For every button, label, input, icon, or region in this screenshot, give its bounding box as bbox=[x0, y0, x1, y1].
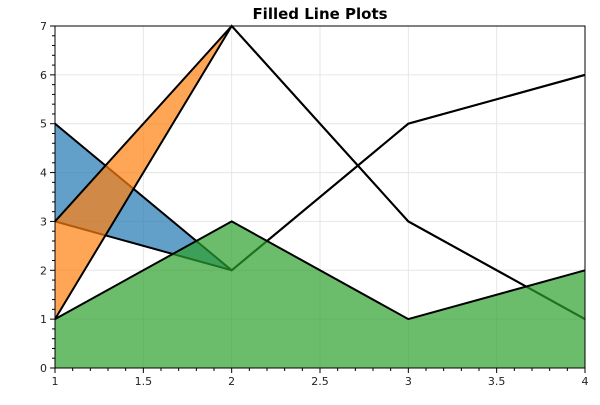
x-tick-label: 4 bbox=[582, 375, 589, 388]
x-tick-label: 1 bbox=[52, 375, 59, 388]
chart-title: Filled Line Plots bbox=[252, 5, 387, 23]
series-3-area bbox=[55, 221, 585, 368]
y-tick-label: 0 bbox=[40, 362, 47, 375]
series-2-lower-line bbox=[54, 24, 586, 320]
x-tick-label: 3.5 bbox=[488, 375, 506, 388]
y-tick-label: 5 bbox=[40, 118, 47, 131]
y-tick-label: 3 bbox=[40, 215, 47, 228]
x-tick-label: 1.5 bbox=[135, 375, 153, 388]
y-tick-label: 1 bbox=[40, 313, 47, 326]
y-tick-label: 6 bbox=[40, 69, 47, 82]
x-tick-label: 2.5 bbox=[311, 375, 329, 388]
series-1-lower-line bbox=[54, 73, 586, 272]
series-3-upper-line bbox=[54, 220, 586, 321]
y-tick-label: 4 bbox=[40, 167, 47, 180]
y-tick-label: 7 bbox=[40, 20, 47, 33]
series-layer bbox=[54, 24, 586, 368]
y-tick-label: 2 bbox=[40, 264, 47, 277]
x-tick-label: 3 bbox=[405, 375, 412, 388]
x-tick-label: 2 bbox=[228, 375, 235, 388]
